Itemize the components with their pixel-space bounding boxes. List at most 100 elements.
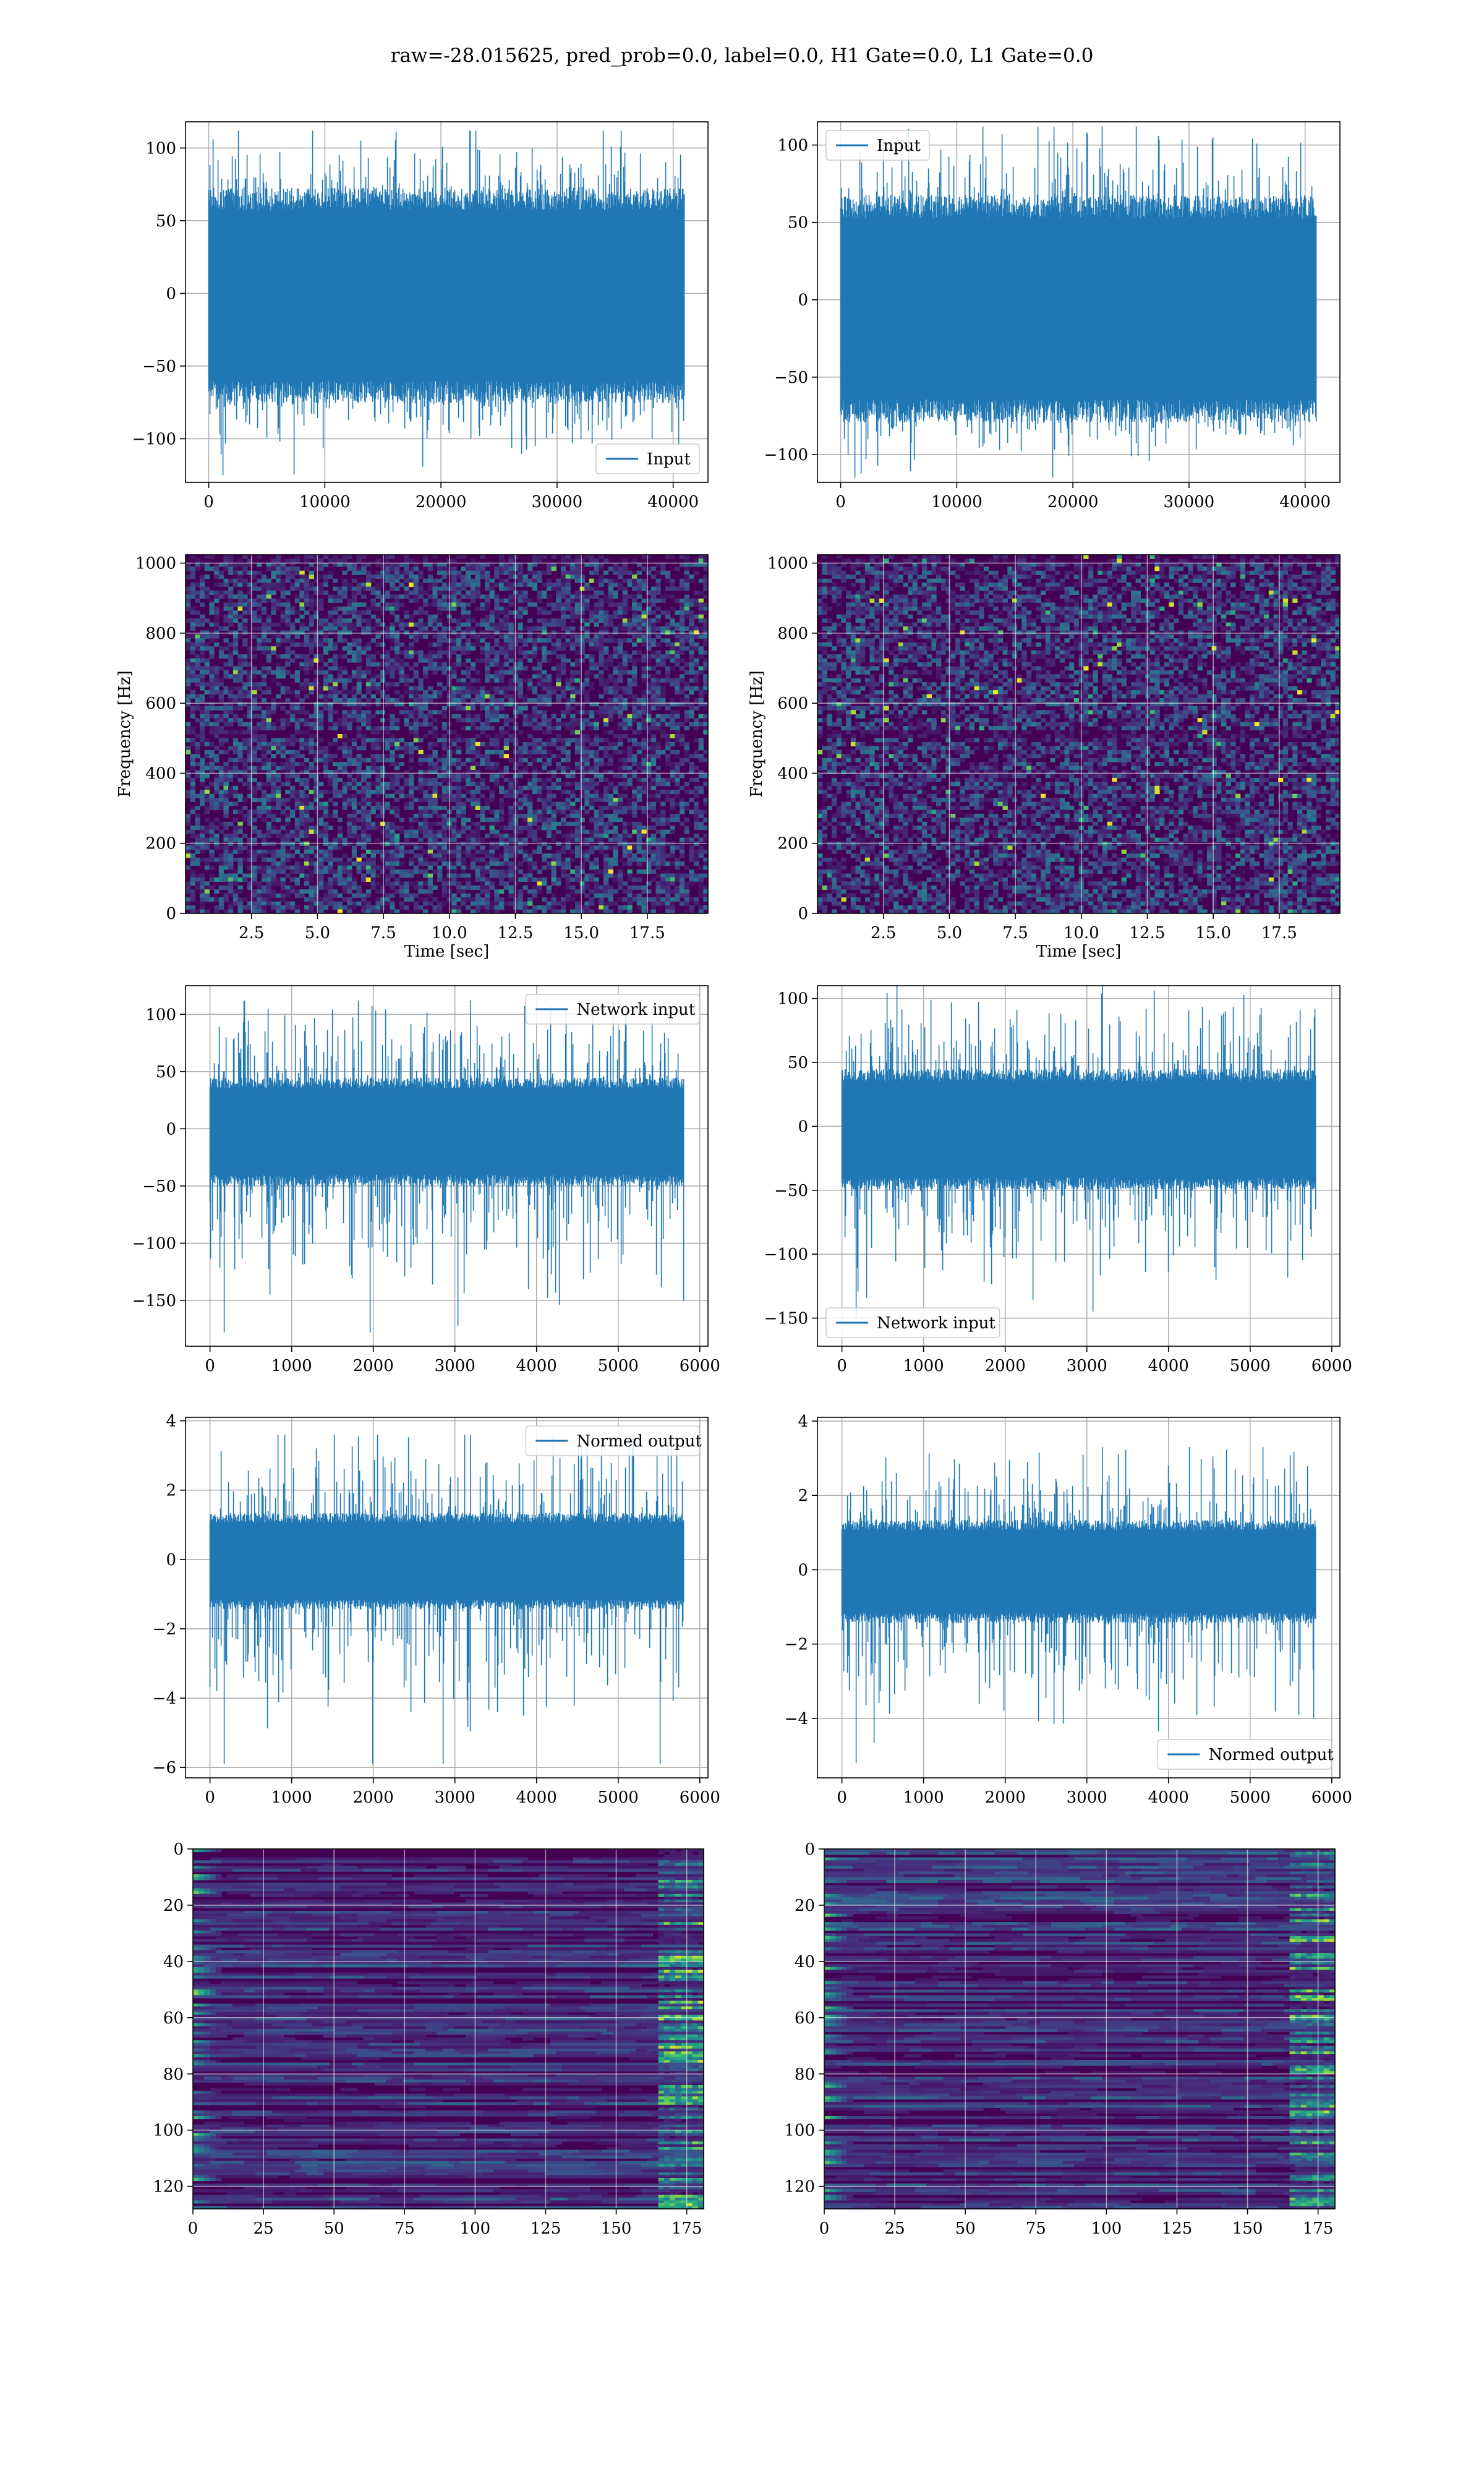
heatmap-cell xyxy=(200,666,205,670)
heatmap-cell xyxy=(480,571,485,575)
heatmap-cell xyxy=(385,651,390,655)
heatmap-cell xyxy=(361,790,366,794)
heatmap-cell xyxy=(433,666,438,670)
heatmap-cell xyxy=(323,694,328,699)
heatmap-cell xyxy=(532,571,537,575)
heatmap-cell xyxy=(257,634,262,639)
heatmap-cell xyxy=(456,587,461,591)
heatmap-cell xyxy=(466,642,471,647)
heatmap-cell xyxy=(547,826,552,830)
heatmap-cell xyxy=(603,834,608,838)
heatmap-cell xyxy=(537,674,542,678)
heatmap-cell xyxy=(632,574,637,579)
heatmap-cell xyxy=(580,726,585,730)
heatmap-cell xyxy=(642,718,647,722)
heatmap-cell xyxy=(508,638,513,642)
heatmap-cell xyxy=(399,602,404,607)
heatmap-cell xyxy=(285,591,290,595)
heatmap-cell xyxy=(433,734,438,738)
heatmap-cell xyxy=(328,726,333,730)
heatmap-cell xyxy=(309,826,314,830)
heatmap-cell xyxy=(694,738,699,742)
heatmap-cell xyxy=(186,642,190,647)
heatmap-cell xyxy=(499,607,504,611)
heatmap-cell xyxy=(404,623,409,627)
heatmap-cell xyxy=(228,758,233,762)
heatmap-cell xyxy=(461,574,466,579)
heatmap-cell xyxy=(518,634,523,639)
heatmap-cell xyxy=(200,766,205,771)
heatmap-cell xyxy=(271,806,276,810)
heatmap-cell xyxy=(589,642,594,647)
heatmap-cell xyxy=(532,654,537,659)
heatmap-cell xyxy=(228,822,233,826)
heatmap-cell xyxy=(527,750,532,754)
heatmap-cell xyxy=(228,618,233,623)
heatmap-cell xyxy=(394,594,399,599)
heatmap-cell xyxy=(684,587,689,591)
heatmap-cell xyxy=(584,670,589,675)
heatmap-cell xyxy=(271,558,276,563)
heatmap-cell xyxy=(238,654,243,659)
heatmap-cell xyxy=(352,778,357,782)
heatmap-cell xyxy=(366,838,371,842)
x-tick-label: 20000 xyxy=(416,493,467,511)
heatmap-cell xyxy=(518,694,523,699)
heatmap-cell xyxy=(618,726,623,730)
heatmap-cell xyxy=(304,602,309,607)
heatmap-cell xyxy=(309,646,314,651)
heatmap-cell xyxy=(522,594,527,599)
heatmap-cell xyxy=(233,746,238,750)
heatmap-cell xyxy=(409,722,414,727)
heatmap-cell xyxy=(323,774,328,778)
heatmap-cell xyxy=(660,818,665,822)
heatmap-cell xyxy=(675,566,680,571)
heatmap-cell xyxy=(656,686,661,691)
heatmap-cell xyxy=(309,830,314,834)
heatmap-cell xyxy=(200,794,205,798)
heatmap-cell xyxy=(637,583,642,587)
heatmap-cell xyxy=(660,778,665,782)
heatmap-cell xyxy=(665,674,670,678)
heatmap-cell xyxy=(623,706,628,711)
heatmap-cell xyxy=(485,651,490,655)
heatmap-cell xyxy=(313,710,318,714)
heatmap-cell xyxy=(399,666,404,670)
heatmap-cell xyxy=(556,806,561,810)
heatmap-cell xyxy=(451,694,456,699)
heatmap-cell xyxy=(318,790,323,794)
heatmap-cell xyxy=(480,786,485,790)
heatmap-cell xyxy=(561,610,566,615)
heatmap-cell xyxy=(490,710,495,714)
heatmap-cell xyxy=(357,618,362,623)
heatmap-cell xyxy=(547,690,552,694)
heatmap-cell xyxy=(618,798,623,802)
heatmap-cell xyxy=(499,834,504,838)
heatmap-cell xyxy=(281,571,286,575)
heatmap-cell xyxy=(471,758,475,762)
heatmap-cell xyxy=(428,762,433,766)
heatmap-cell xyxy=(466,682,471,686)
legend-label: Input xyxy=(647,450,691,469)
heatmap-cell xyxy=(613,698,618,702)
heatmap-cell xyxy=(542,746,547,750)
heatmap-cell xyxy=(589,555,594,559)
heatmap-cell xyxy=(347,814,352,818)
heatmap-cell xyxy=(428,566,433,571)
heatmap-cell xyxy=(694,802,699,806)
heatmap-cell xyxy=(537,555,542,559)
heatmap-cell xyxy=(276,583,281,587)
heatmap-cell xyxy=(437,774,442,778)
heatmap-cell xyxy=(186,822,190,826)
heatmap-cell xyxy=(214,818,219,822)
heatmap-cell xyxy=(466,571,471,575)
heatmap-cell xyxy=(195,678,200,683)
heatmap-cell xyxy=(461,602,466,607)
heatmap-cell xyxy=(313,782,318,786)
heatmap-cell xyxy=(437,782,442,786)
heatmap-cell xyxy=(437,738,442,742)
heatmap-cell xyxy=(466,646,471,651)
heatmap-cell xyxy=(466,574,471,579)
heatmap-cell xyxy=(627,722,632,727)
heatmap-cell xyxy=(195,734,200,738)
